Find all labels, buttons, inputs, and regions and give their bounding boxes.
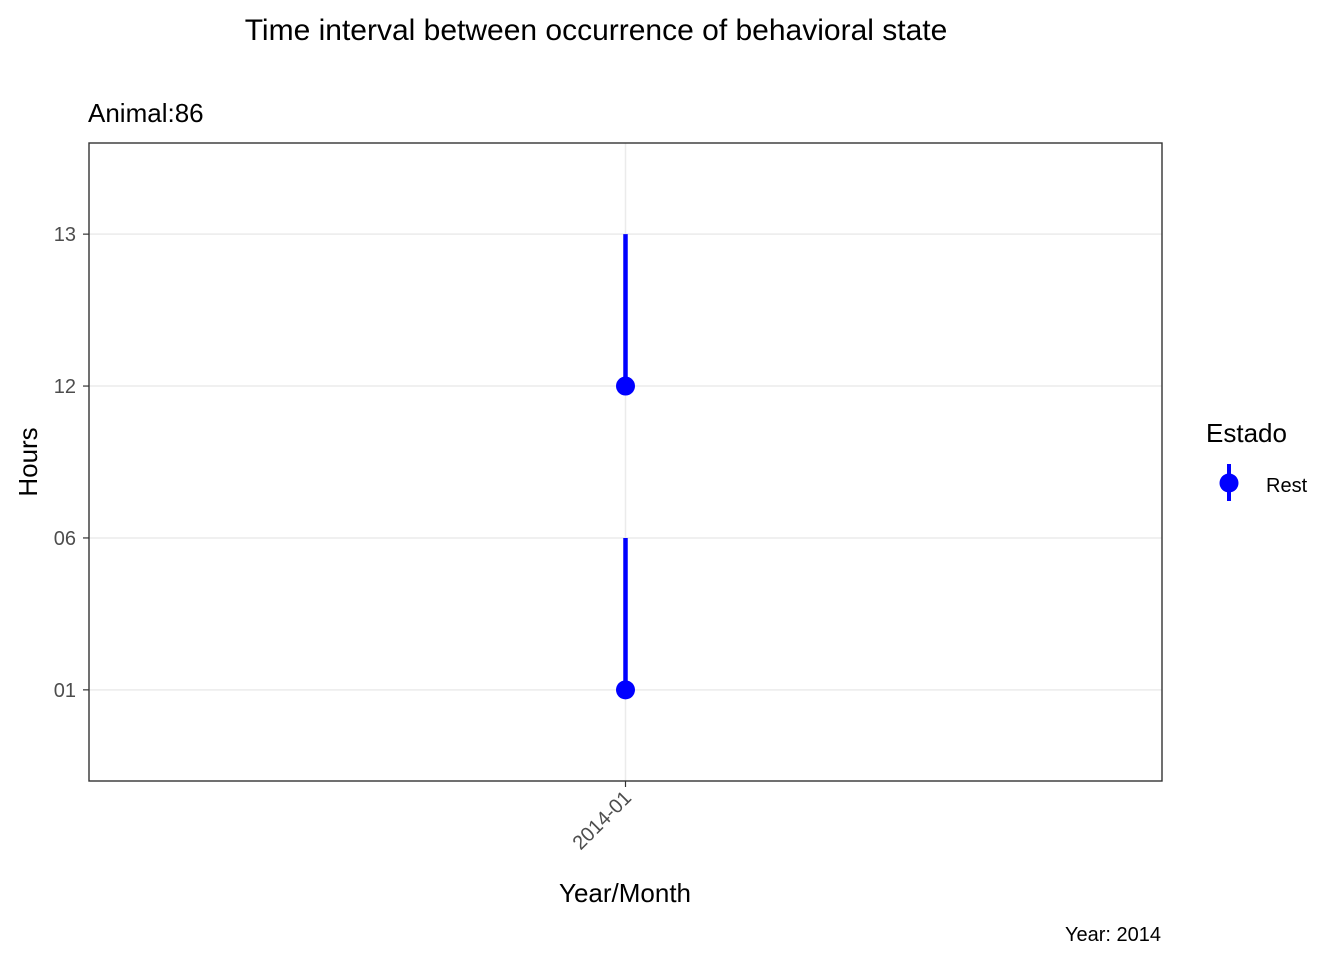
data-marks xyxy=(616,234,635,700)
chart-title: Time interval between occurrence of beha… xyxy=(245,14,948,47)
plot-panel xyxy=(88,142,1163,782)
legend: Estado Rest xyxy=(1206,418,1308,501)
chart-subtitle: Animal:86 xyxy=(88,98,204,128)
legend-title: Estado xyxy=(1206,418,1287,448)
x-axis: 2014-01 xyxy=(569,781,636,854)
y-axis: 01 06 12 13 xyxy=(54,224,89,702)
data-point xyxy=(616,680,635,700)
y-tick-label: 13 xyxy=(54,224,76,246)
x-tick-label: 2014-01 xyxy=(569,787,636,854)
y-tick-label: 06 xyxy=(54,528,76,550)
legend-key-point xyxy=(1219,473,1239,493)
legend-label-rest: Rest xyxy=(1266,475,1308,497)
y-axis-label: Hours xyxy=(13,427,43,496)
chart-caption: Year: 2014 xyxy=(1065,924,1161,946)
x-axis-label: Year/Month xyxy=(559,878,691,908)
y-tick-label: 12 xyxy=(54,376,76,398)
data-point xyxy=(616,376,635,396)
y-tick-label: 01 xyxy=(54,680,76,702)
legend-key-rest xyxy=(1219,464,1239,501)
